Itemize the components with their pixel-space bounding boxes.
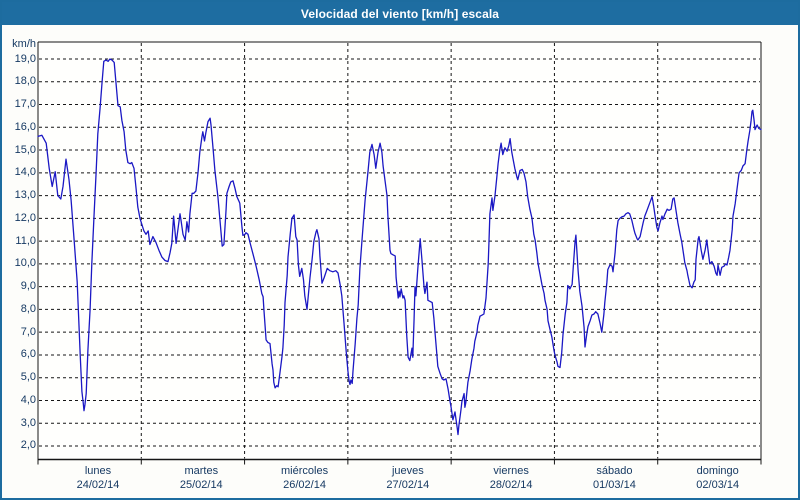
wind-speed-series xyxy=(37,58,762,436)
title-bar: Velocidad del viento [km/h] escala xyxy=(2,2,798,25)
chart-title: Velocidad del viento [km/h] escala xyxy=(300,6,500,21)
wind-speed-line-chart xyxy=(37,41,762,465)
chart-area: km/h 19,0 18,0 17,0 16,0 15,0 14,0 13,0 12,0 11,0… xyxy=(2,25,798,498)
